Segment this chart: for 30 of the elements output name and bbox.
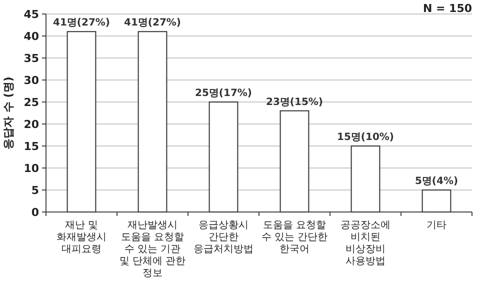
y-axis-title: 응답자 수 (명) xyxy=(2,76,15,150)
y-tick-label: 20 xyxy=(24,118,40,131)
x-tick-label: 응급상황시 간단한 응급처치방법 xyxy=(194,220,254,255)
x-tick-label: 재난발생시 도움을 요청할 수 있는 기관 및 단체에 관한 정보 xyxy=(119,220,186,279)
y-tick-label: 35 xyxy=(24,52,39,65)
annotation: N = 150 xyxy=(422,2,472,15)
y-tick-label: 10 xyxy=(24,162,40,175)
data-label: 15명(10%) xyxy=(337,132,394,143)
data-label: 23명(15%) xyxy=(266,96,323,108)
x-tick-label: 기타 xyxy=(426,220,446,231)
y-tick-label: 45 xyxy=(24,8,39,21)
y-tick-label: 0 xyxy=(31,206,40,219)
data-label: 41명(27%) xyxy=(124,18,181,29)
bar xyxy=(208,102,238,212)
bar xyxy=(422,190,452,212)
data-label: 41명(27%) xyxy=(53,18,110,29)
y-tick-label: 5 xyxy=(31,184,39,197)
bar xyxy=(280,110,310,212)
y-tick-label: 40 xyxy=(24,30,40,43)
bar xyxy=(350,146,380,212)
data-label: 5명(4%) xyxy=(414,176,458,187)
y-tick-label: 25 xyxy=(24,96,39,109)
y-tick-label: 15 xyxy=(24,140,39,153)
x-tick-label: 재난 및 화재발생시 대피요령 xyxy=(56,220,106,255)
data-label: 25명(17%) xyxy=(195,88,252,99)
x-tick-label: 공공장소에 비치된 비상장비 사용방법 xyxy=(340,220,390,267)
bar xyxy=(138,31,168,212)
y-tick-label: 30 xyxy=(24,74,40,87)
bar xyxy=(66,31,96,212)
x-tick-label: 도움을 요청할 수 있는 간단한 한국어 xyxy=(261,220,328,255)
